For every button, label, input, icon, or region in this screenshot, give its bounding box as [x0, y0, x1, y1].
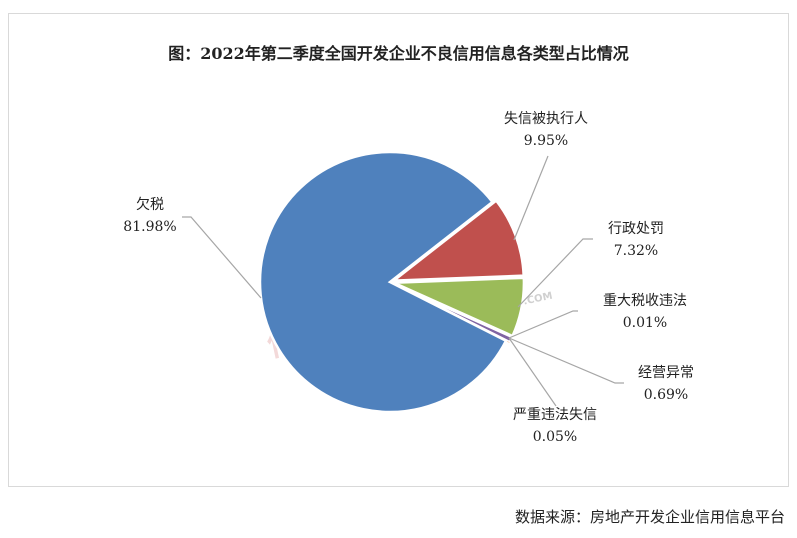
leader-line-shixin: [513, 155, 549, 241]
label-qianshui: 欠税 81.98%: [123, 194, 176, 238]
pie-slice-5: [258, 150, 508, 414]
leader-line-jingying: [508, 337, 624, 384]
chart-frame: [8, 13, 789, 487]
slice-value: 81.98%: [123, 219, 177, 235]
slice-label: 经营异常: [638, 365, 694, 381]
label-xingzheng: 行政处罚 7.32%: [608, 218, 664, 262]
leader-line-xingzheng: [517, 238, 593, 308]
slice-value: 9.95%: [523, 133, 569, 149]
label-jingying: 经营异常 0.69%: [638, 362, 694, 406]
label-yanzhong: 严重违法失信 0.05%: [513, 404, 597, 448]
data-source: 数据来源：房地产开发企业信用信息平台: [514, 508, 785, 526]
slice-label: 严重违法失信: [513, 407, 597, 423]
chart-title: 图：2022年第二季度全国开发企业不良信用信息各类型占比情况: [168, 44, 629, 63]
leader-line-zhongda: [508, 310, 578, 339]
slice-value: 0.69%: [643, 387, 689, 403]
slice-value: 0.01%: [622, 315, 668, 331]
label-zhongda: 重大税收违法 0.01%: [603, 290, 687, 334]
slice-label: 失信被执行人: [504, 111, 588, 127]
leader-line-yanzhong: [508, 337, 557, 407]
leader-line-qianshui: [182, 216, 262, 299]
slice-label: 欠税: [135, 197, 164, 213]
slice-label: 行政处罚: [608, 221, 664, 237]
slice-label: 重大税收违法: [603, 293, 687, 309]
slice-value: 0.05%: [532, 429, 578, 445]
slice-value: 7.32%: [613, 243, 659, 259]
label-shixin: 失信被执行人 9.95%: [504, 108, 588, 152]
